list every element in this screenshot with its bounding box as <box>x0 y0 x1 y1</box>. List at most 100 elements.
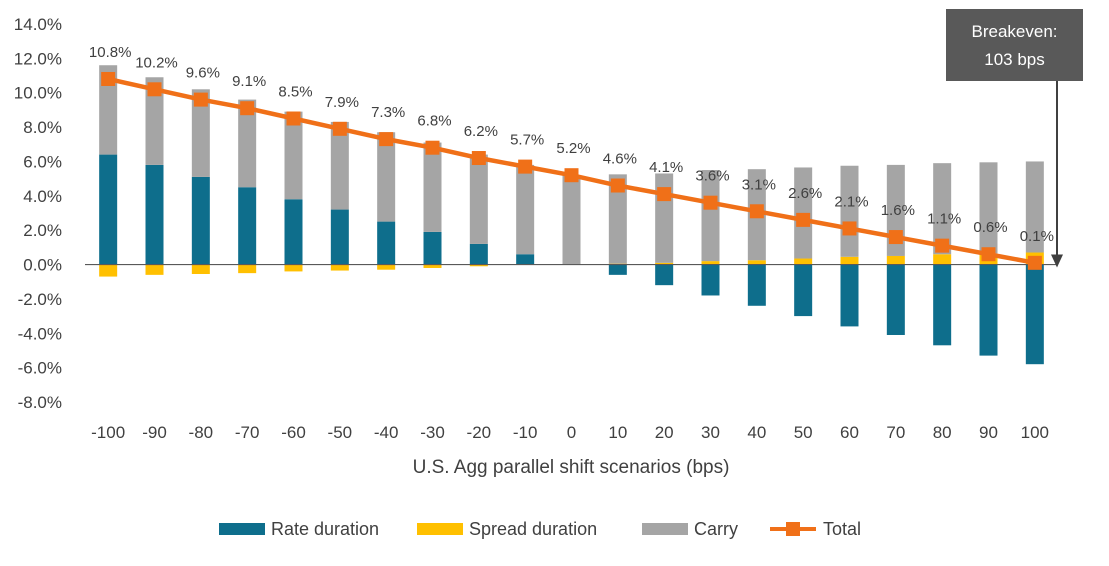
breakeven-callout-line2: 103 bps <box>984 50 1045 69</box>
total-marker <box>703 195 718 210</box>
bar-rate-duration <box>747 264 766 306</box>
bar-spread-duration <box>886 255 905 265</box>
total-marker <box>193 92 208 107</box>
bar-carry <box>423 142 442 232</box>
y-tick-label: 12.0% <box>14 49 62 68</box>
x-tick-label: -70 <box>235 423 260 442</box>
bar-rate-duration <box>191 176 210 265</box>
y-tick-label: -4.0% <box>18 324 62 343</box>
bar-rate-duration <box>238 187 257 265</box>
total-marker <box>935 238 950 253</box>
data-label: 3.6% <box>695 168 729 185</box>
bar-spread-duration <box>145 264 164 275</box>
legend-swatch-total-marker <box>786 522 800 536</box>
data-label: 9.6% <box>186 65 220 82</box>
bar-spread-duration <box>238 264 257 274</box>
bar-carry <box>1025 161 1044 253</box>
x-tick-label: -60 <box>281 423 306 442</box>
data-label: 6.2% <box>464 123 498 140</box>
data-label: 6.8% <box>417 113 451 130</box>
bar-rate-duration <box>1025 264 1044 365</box>
total-marker <box>564 168 579 183</box>
bar-carry <box>238 99 257 188</box>
x-tick-label: 10 <box>608 423 627 442</box>
bar-spread-duration <box>99 264 118 277</box>
total-marker <box>888 230 903 245</box>
y-tick-label: -8.0% <box>18 393 62 412</box>
x-tick-label: -40 <box>374 423 399 442</box>
bar-spread-duration <box>284 264 303 272</box>
y-tick-label: 2.0% <box>23 221 62 240</box>
bar-carry <box>191 89 210 177</box>
total-marker <box>101 71 116 86</box>
data-label: 0.1% <box>1020 228 1054 245</box>
bar-rate-duration <box>701 264 720 296</box>
total-marker <box>796 212 811 227</box>
x-tick-label: -20 <box>467 423 492 442</box>
legend-swatch-carry <box>642 523 688 535</box>
bar-rate-duration <box>840 264 859 327</box>
data-label: 10.8% <box>89 44 132 61</box>
data-label: 4.6% <box>603 151 637 168</box>
total-marker <box>425 140 440 155</box>
bar-rate-duration <box>886 264 905 335</box>
x-tick-label: -10 <box>513 423 538 442</box>
x-tick-label: 50 <box>794 423 813 442</box>
x-tick-label: -30 <box>420 423 445 442</box>
bar-carry <box>516 164 535 255</box>
bar-spread-duration <box>330 264 349 271</box>
data-label: 9.1% <box>232 73 266 90</box>
bar-rate-duration <box>99 154 118 265</box>
x-tick-label: 40 <box>747 423 766 442</box>
bar-rate-duration <box>794 264 813 317</box>
x-tick-label: 0 <box>567 423 576 442</box>
data-label: 5.7% <box>510 132 544 149</box>
y-tick-label: 4.0% <box>23 187 62 206</box>
data-label: 0.6% <box>973 219 1007 236</box>
total-marker <box>842 221 857 236</box>
bar-spread-duration <box>377 264 396 270</box>
bar-carry <box>933 163 952 255</box>
data-label: 7.9% <box>325 94 359 111</box>
y-tick-label: 0.0% <box>23 256 62 275</box>
bar-spread-duration <box>933 254 952 265</box>
bar-rate-duration <box>145 164 164 265</box>
total-marker <box>286 111 301 126</box>
data-label: 4.1% <box>649 159 683 176</box>
bar-carry <box>562 175 581 265</box>
total-marker <box>981 247 996 262</box>
bar-rate-duration <box>284 199 303 265</box>
legend-swatch-rate-duration <box>219 523 265 535</box>
y-tick-label: 8.0% <box>23 118 62 137</box>
bar-carry <box>701 170 720 262</box>
bar-spread-duration <box>747 260 766 265</box>
legend-label: Spread duration <box>469 519 597 539</box>
total-marker <box>332 121 347 136</box>
data-label: 5.2% <box>556 140 590 157</box>
bar-rate-duration <box>608 264 627 275</box>
bar-carry <box>655 173 674 263</box>
bar-rate-duration <box>330 209 349 265</box>
total-marker <box>471 151 486 166</box>
total-marker <box>147 82 162 97</box>
bar-carry <box>469 154 488 244</box>
data-label: 8.5% <box>278 84 312 101</box>
bar-carry <box>377 132 396 222</box>
x-tick-label: 80 <box>933 423 952 442</box>
bar-spread-duration <box>840 256 859 265</box>
bar-carry <box>840 165 859 257</box>
data-label: 2.6% <box>788 185 822 202</box>
total-marker <box>240 101 255 116</box>
bar-rate-duration <box>469 243 488 265</box>
legend-label: Carry <box>694 519 738 539</box>
x-tick-label: -50 <box>328 423 353 442</box>
y-tick-label: -2.0% <box>18 290 62 309</box>
x-tick-label: 20 <box>655 423 674 442</box>
y-tick-label: 14.0% <box>14 15 62 34</box>
bar-carry <box>145 77 164 165</box>
bar-spread-duration <box>469 264 488 267</box>
x-tick-label: 100 <box>1021 423 1049 442</box>
legend-swatch-spread-duration <box>417 523 463 535</box>
